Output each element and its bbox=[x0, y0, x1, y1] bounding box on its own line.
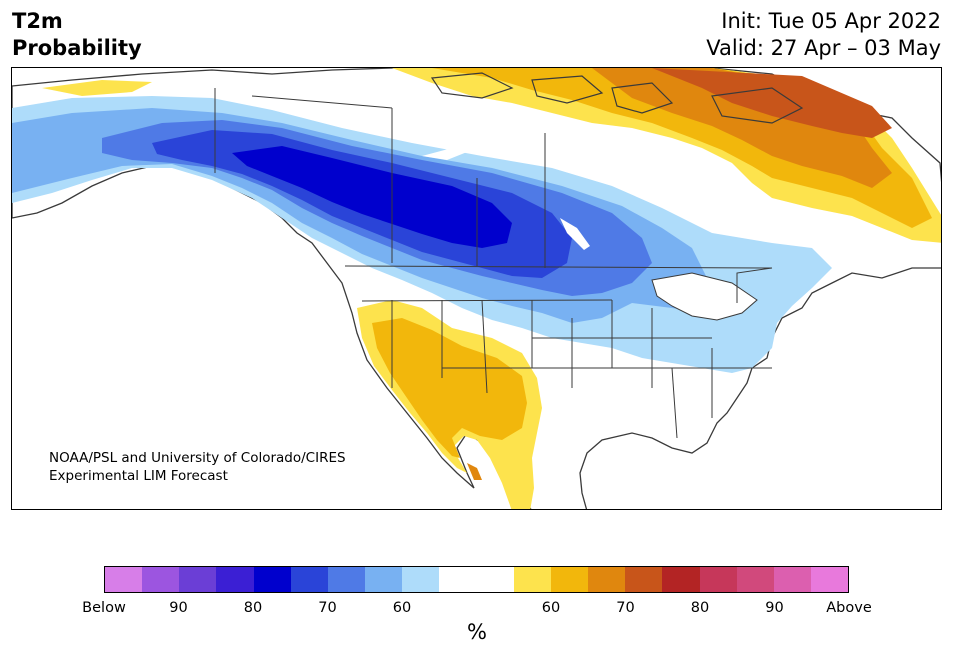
title-type: Probability bbox=[12, 36, 142, 60]
colorbar-tick-label: 60 bbox=[392, 600, 412, 616]
colorbar-unit: % bbox=[467, 620, 487, 644]
colorbar-segment bbox=[253, 567, 291, 592]
init-date: Init: Tue 05 Apr 2022 bbox=[721, 9, 941, 33]
colorbar-segment bbox=[588, 567, 626, 592]
colorbar-tick-label: Above bbox=[826, 600, 872, 616]
map-title: T2m Probability bbox=[12, 8, 142, 62]
colorbar-segment bbox=[439, 567, 477, 592]
colorbar-segment bbox=[142, 567, 180, 592]
colorbar-tick-label: 60 bbox=[541, 600, 561, 616]
above-75-baja-tip bbox=[467, 463, 482, 480]
lake-winnipeg bbox=[560, 218, 590, 250]
colorbar-tick-label: 70 bbox=[318, 600, 337, 616]
probability-map bbox=[11, 67, 942, 510]
above-65-southwest bbox=[372, 318, 527, 458]
great-slave-lake bbox=[422, 148, 472, 160]
great-lakes bbox=[651, 272, 758, 321]
probability-colorbar bbox=[104, 566, 849, 593]
credit-line-1: NOAA/PSL and University of Colorado/CIRE… bbox=[49, 450, 346, 466]
map-svg bbox=[12, 68, 941, 509]
colorbar-segment bbox=[625, 567, 663, 592]
colorbar-tick-label: 80 bbox=[243, 600, 263, 616]
source-credit: NOAA/PSL and University of Colorado/CIRE… bbox=[49, 449, 346, 485]
forecast-dates: Init: Tue 05 Apr 2022 Valid: 27 Apr – 03… bbox=[706, 8, 941, 62]
above-60-arctic-strip bbox=[42, 80, 152, 96]
colorbar-segment bbox=[513, 567, 551, 592]
colorbar-segment bbox=[810, 567, 849, 592]
colorbar-segment bbox=[476, 567, 514, 592]
colorbar-segment bbox=[699, 567, 737, 592]
colorbar-segment bbox=[327, 567, 366, 592]
colorbar-segment bbox=[216, 567, 254, 592]
above-75-northeast bbox=[652, 68, 892, 138]
colorbar-tick-label: 80 bbox=[690, 600, 710, 616]
colorbar-segment bbox=[736, 567, 774, 592]
colorbar-tick-label: Below bbox=[82, 600, 126, 616]
colorbar-segment bbox=[105, 567, 143, 592]
colorbar-segment bbox=[662, 567, 700, 592]
colorbar-segment bbox=[550, 567, 589, 592]
valid-period: Valid: 27 Apr – 03 May bbox=[706, 36, 941, 60]
arctic-islands bbox=[430, 72, 804, 124]
title-variable: T2m bbox=[12, 9, 63, 33]
below-80-zone bbox=[232, 146, 512, 248]
colorbar-tick-label: 90 bbox=[765, 600, 784, 616]
colorbar-tick-label: 70 bbox=[616, 600, 635, 616]
colorbar-tick-label: 90 bbox=[169, 600, 188, 616]
colorbar-segment bbox=[365, 567, 403, 592]
credit-line-2: Experimental LIM Forecast bbox=[49, 468, 228, 484]
colorbar-segment bbox=[773, 567, 811, 592]
colorbar-segment bbox=[290, 567, 328, 592]
political-boundaries bbox=[214, 88, 773, 439]
colorbar-segment bbox=[179, 567, 217, 592]
colorbar-segment bbox=[402, 567, 440, 592]
